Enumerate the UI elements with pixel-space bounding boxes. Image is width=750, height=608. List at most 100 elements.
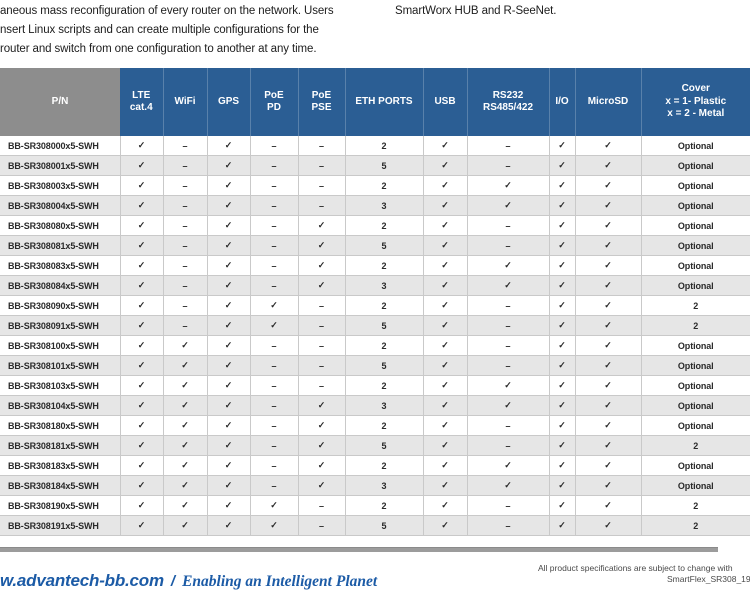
cell-poe-pd: ✓ <box>249 515 298 536</box>
cell-microsd: ✓ <box>574 375 641 396</box>
cell-rs232: ✓ <box>466 195 549 216</box>
cell-poe-pse: – <box>297 375 345 396</box>
column-header-eth-ports: ETH PORTS <box>344 68 423 136</box>
cell-usb: ✓ <box>422 375 467 396</box>
cell-eth-ports: 2 <box>344 455 423 476</box>
cell-poe-pd: ✓ <box>249 495 298 516</box>
column-header-usb: USB <box>422 68 467 136</box>
cell-wifi: – <box>162 275 207 296</box>
cell-poe-pd: ✓ <box>249 295 298 316</box>
cell-gps: ✓ <box>206 335 250 356</box>
part-number: BB-SR308090x5-SWH <box>0 295 120 316</box>
cell-poe-pd: – <box>249 355 298 376</box>
cell-wifi: – <box>162 195 207 216</box>
cell-wifi: ✓ <box>162 475 207 496</box>
footer-note-line1: All product specifications are subject t… <box>538 563 733 573</box>
cell-cover: 2 <box>640 515 750 536</box>
cell-gps: ✓ <box>206 195 250 216</box>
table-row: BB-SR308000x5-SWH ✓ – ✓ – –2 ✓ – ✓ ✓ Optional <box>0 136 750 156</box>
cell-microsd: ✓ <box>574 215 641 236</box>
column-header-io: I/O <box>548 68 575 136</box>
cell-poe-pse: – <box>297 295 345 316</box>
part-number: BB-SR308080x5-SWH <box>0 215 120 236</box>
cell-microsd: ✓ <box>574 355 641 376</box>
table-row: BB-SR308103x5-SWH ✓ ✓ ✓ – –2 ✓ ✓ ✓ ✓ Optional <box>0 375 750 396</box>
part-number: BB-SR308101x5-SWH <box>0 355 120 376</box>
part-number: BB-SR308191x5-SWH <box>0 515 120 536</box>
cell-cover: Optional <box>640 455 750 476</box>
intro-line-1: aneous mass reconfiguration of every rou… <box>0 5 334 17</box>
cell-rs232: – <box>466 155 549 176</box>
cell-cover: Optional <box>640 375 750 396</box>
cell-wifi: – <box>162 255 207 276</box>
part-number: BB-SR308180x5-SWH <box>0 415 120 436</box>
cell-usb: ✓ <box>422 435 467 456</box>
table-row: BB-SR308183x5-SWH ✓ ✓ ✓ – ✓ 2 ✓ ✓ ✓ ✓ Optional <box>0 455 750 476</box>
cell-usb: ✓ <box>422 515 467 536</box>
table-row: BB-SR308004x5-SWH ✓ – ✓ – –3 ✓ ✓ ✓ ✓ Optional <box>0 195 750 216</box>
cell-poe-pd: – <box>249 155 298 176</box>
cell-eth-ports: 5 <box>344 235 423 256</box>
cell-usb: ✓ <box>422 155 467 176</box>
cell-usb: ✓ <box>422 335 467 356</box>
cell-usb: ✓ <box>422 395 467 416</box>
cell-usb: ✓ <box>422 355 467 376</box>
product-spec-table: P/N LTE cat.4 WiFi GPS PoE PD PoE PSE ETH PORTS US… <box>0 68 750 536</box>
cell-eth-ports: 5 <box>344 355 423 376</box>
cell-poe-pd: ✓ <box>249 315 298 336</box>
cell-poe-pse: ✓ <box>297 255 345 276</box>
cell-cover: 2 <box>640 295 750 316</box>
cell-rs232: – <box>466 215 549 236</box>
cell-lte-cat4: ✓ <box>119 255 163 276</box>
cell-gps: ✓ <box>206 215 250 236</box>
cell-io: ✓ <box>548 475 575 496</box>
cell-usb: ✓ <box>422 255 467 276</box>
cell-rs232: ✓ <box>466 175 549 196</box>
cell-wifi: ✓ <box>162 495 207 516</box>
website-link[interactable]: w.advantech-bb.com <box>0 571 164 590</box>
cell-eth-ports: 2 <box>344 495 423 516</box>
cell-poe-pse: ✓ <box>297 435 345 456</box>
cell-poe-pd: – <box>249 215 298 236</box>
cell-lte-cat4: ✓ <box>119 175 163 196</box>
intro-right-paragraph: SmartWorx HUB and R-SeeNet. <box>395 5 557 17</box>
cell-lte-cat4: ✓ <box>119 335 163 356</box>
cell-poe-pd: – <box>249 375 298 396</box>
cell-io: ✓ <box>548 175 575 196</box>
cell-rs232: ✓ <box>466 255 549 276</box>
cell-microsd: ✓ <box>574 295 641 316</box>
cell-microsd: ✓ <box>574 515 641 536</box>
cell-cover: Optional <box>640 355 750 376</box>
cell-microsd: ✓ <box>574 435 641 456</box>
column-header-poe-pse: PoE PSE <box>297 68 345 136</box>
cell-io: ✓ <box>548 295 575 316</box>
cell-gps: ✓ <box>206 395 250 416</box>
cell-cover: Optional <box>640 175 750 196</box>
cell-rs232: – <box>466 335 549 356</box>
divider-bar <box>0 547 718 552</box>
cell-cover: Optional <box>640 255 750 276</box>
cell-wifi: ✓ <box>162 375 207 396</box>
cell-eth-ports: 5 <box>344 515 423 536</box>
column-header-wifi: WiFi <box>162 68 207 136</box>
cell-lte-cat4: ✓ <box>119 435 163 456</box>
cell-usb: ✓ <box>422 235 467 256</box>
column-header-gps: GPS <box>206 68 250 136</box>
cell-eth-ports: 3 <box>344 275 423 296</box>
table-row: BB-SR308081x5-SWH ✓ – ✓ – ✓ 5 ✓ – ✓ ✓ Optional <box>0 235 750 256</box>
cell-io: ✓ <box>548 415 575 436</box>
cell-rs232: – <box>466 315 549 336</box>
table-row: BB-SR308180x5-SWH ✓ ✓ ✓ – ✓ 2 ✓ – ✓ ✓ Optional <box>0 415 750 436</box>
intro-line-2: nsert Linux scripts and can create multi… <box>0 24 319 36</box>
cell-io: ✓ <box>548 495 575 516</box>
slogan-text: Enabling an Intelligent Planet <box>182 573 378 590</box>
cell-gps: ✓ <box>206 175 250 196</box>
part-number: BB-SR308003x5-SWH <box>0 175 120 196</box>
cell-usb: ✓ <box>422 455 467 476</box>
cell-poe-pse: – <box>297 315 345 336</box>
cell-poe-pse: – <box>297 175 345 196</box>
cell-lte-cat4: ✓ <box>119 375 163 396</box>
cell-gps: ✓ <box>206 515 250 536</box>
cell-gps: ✓ <box>206 435 250 456</box>
